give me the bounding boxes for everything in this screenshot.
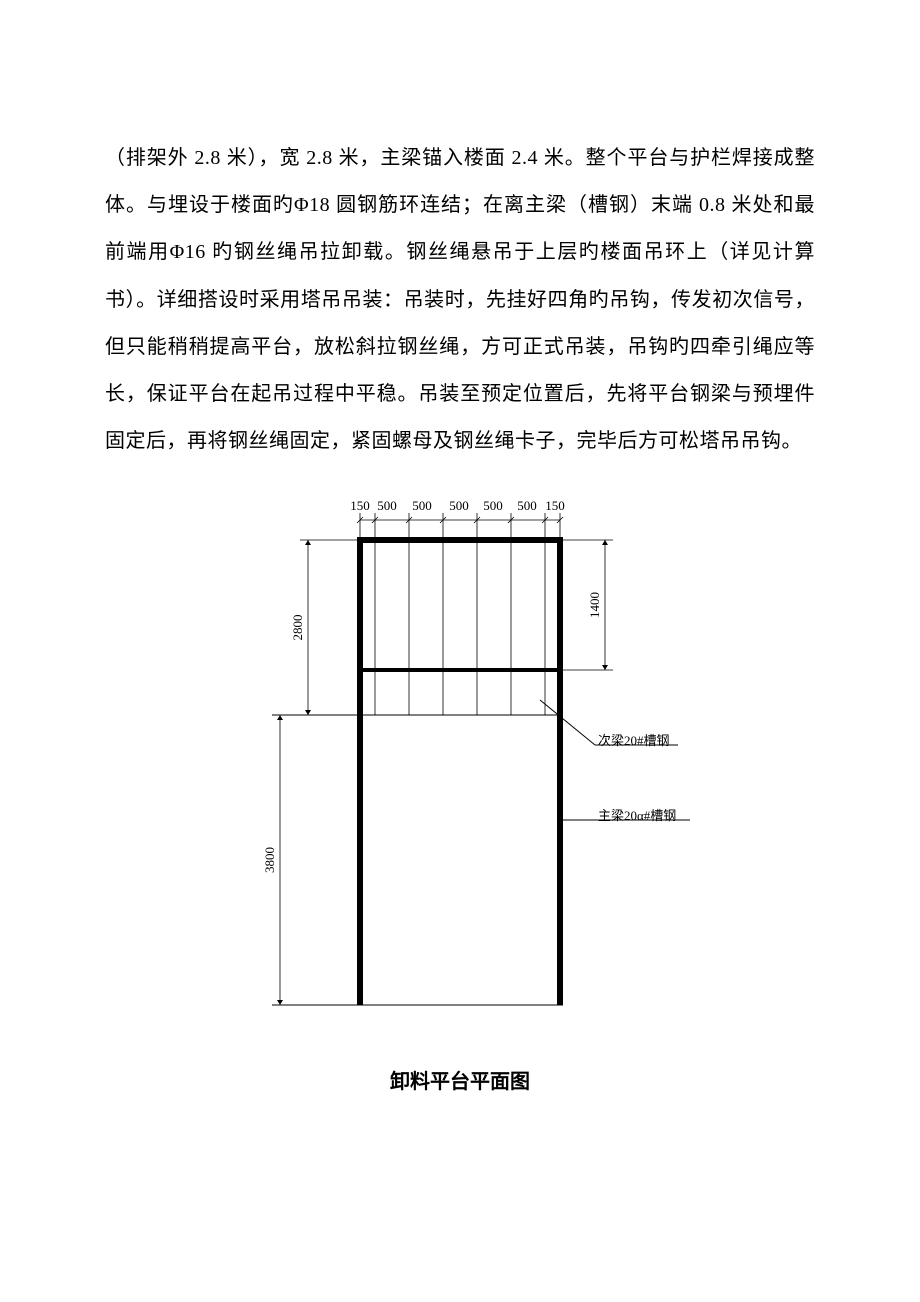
svg-text:1400: 1400: [587, 592, 602, 618]
svg-text:500: 500: [412, 498, 432, 513]
svg-text:次梁20#槽钢: 次梁20#槽钢: [598, 733, 670, 748]
svg-text:500: 500: [377, 498, 397, 513]
svg-text:500: 500: [449, 498, 469, 513]
document-page: （排架外 2.8 米），宽 2.8 米，主梁锚入楼面 2.4 米。整个平台与护栏…: [0, 0, 920, 1302]
body-paragraph: （排架外 2.8 米），宽 2.8 米，主梁锚入楼面 2.4 米。整个平台与护栏…: [105, 135, 815, 465]
svg-text:500: 500: [483, 498, 503, 513]
diagram-container: 150 500 500 500 500 500 150 1400 2800 3800 次梁20#槽钢…: [105, 485, 815, 1094]
svg-text:150: 150: [350, 498, 370, 513]
svg-text:3800: 3800: [262, 847, 277, 873]
plan-diagram: 150 500 500 500 500 500 150 1400 2800 3800 次梁20#槽钢…: [200, 485, 720, 1030]
diagram-caption: 卸料平台平面图: [105, 1065, 815, 1094]
svg-text:2800: 2800: [290, 615, 305, 641]
svg-text:主梁20α#槽钢: 主梁20α#槽钢: [598, 808, 676, 823]
svg-text:150: 150: [545, 498, 565, 513]
svg-text:500: 500: [517, 498, 537, 513]
